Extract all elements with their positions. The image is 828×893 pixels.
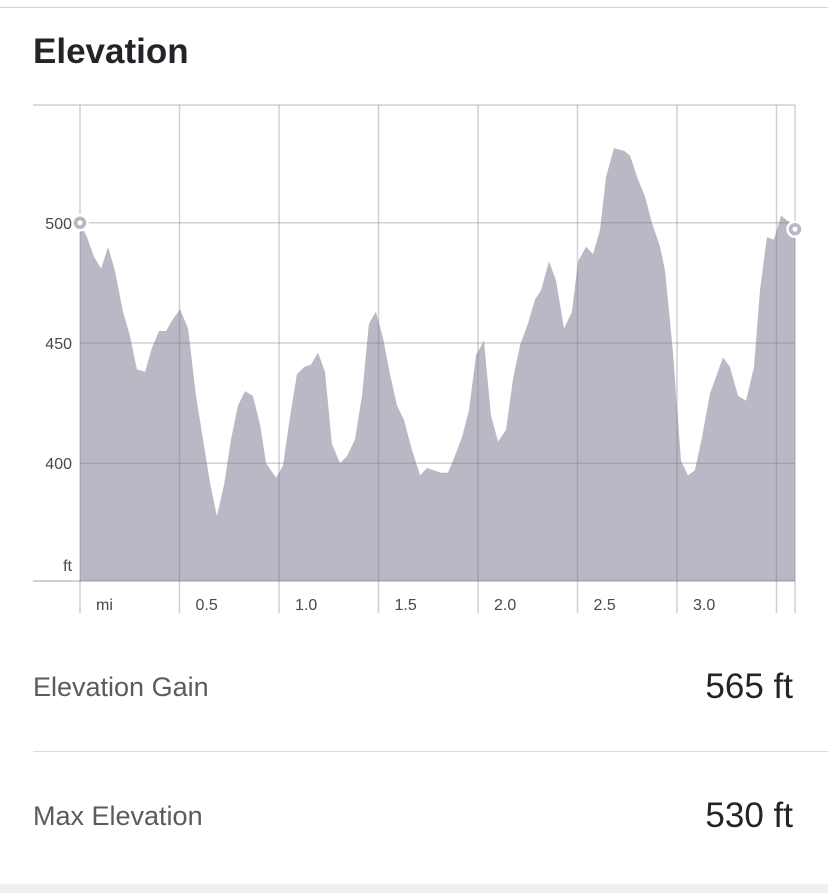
elevation-chart: 400 450 500 ft mi 0.5 1.0 1.5 2.0 2.5 3.0 bbox=[33, 104, 804, 614]
section-title: Elevation bbox=[33, 32, 189, 71]
max-elevation-value: 530 ft bbox=[705, 796, 793, 835]
x-tick-label: 0.5 bbox=[195, 597, 217, 614]
elevation-gain-value: 565 ft bbox=[705, 667, 793, 706]
footer-band bbox=[0, 884, 828, 893]
elevation-area bbox=[80, 148, 795, 582]
x-tick-label: 1.5 bbox=[394, 597, 416, 614]
y-axis-unit-label: ft bbox=[63, 558, 72, 575]
x-tick-label: 2.0 bbox=[494, 597, 516, 614]
elevation-gain-label: Elevation Gain bbox=[33, 672, 209, 702]
x-tick-label: 3.0 bbox=[693, 597, 715, 614]
y-tick-label: 500 bbox=[45, 216, 72, 233]
x-tick-label: mi bbox=[96, 597, 113, 614]
start-marker-center bbox=[77, 220, 83, 226]
top-divider bbox=[0, 7, 828, 8]
y-tick-label: 400 bbox=[45, 456, 72, 473]
end-marker-center bbox=[792, 226, 798, 232]
stats-divider bbox=[33, 751, 828, 752]
max-elevation-label: Max Elevation bbox=[33, 801, 203, 831]
x-tick-label: 1.0 bbox=[295, 597, 317, 614]
y-tick-label: 450 bbox=[45, 336, 72, 353]
x-tick-label: 2.5 bbox=[593, 597, 615, 614]
